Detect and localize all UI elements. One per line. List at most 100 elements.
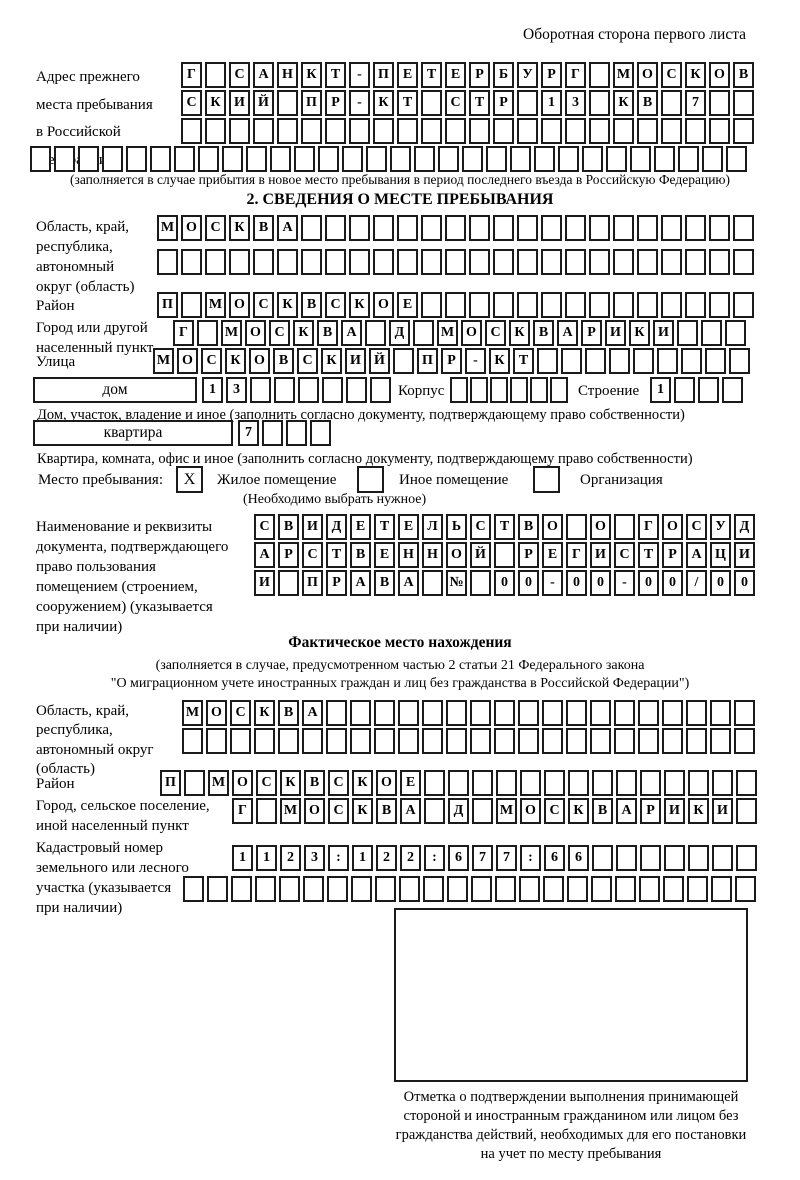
char-cell[interactable] bbox=[663, 876, 684, 902]
char-cell[interactable]: Е bbox=[397, 62, 418, 88]
char-cell[interactable] bbox=[630, 146, 651, 172]
char-cell[interactable] bbox=[301, 215, 322, 241]
char-cell[interactable] bbox=[520, 770, 541, 796]
char-cell[interactable]: И bbox=[712, 798, 733, 824]
char-cell[interactable] bbox=[726, 146, 747, 172]
char-cell[interactable]: 3 bbox=[226, 377, 247, 403]
char-cell[interactable]: : bbox=[520, 845, 541, 871]
char-cell[interactable]: 6 bbox=[448, 845, 469, 871]
char-cell[interactable] bbox=[638, 700, 659, 726]
char-cell[interactable] bbox=[246, 146, 267, 172]
char-cell[interactable] bbox=[256, 798, 277, 824]
char-cell[interactable] bbox=[565, 249, 586, 275]
char-cell[interactable] bbox=[229, 249, 250, 275]
char-cell[interactable] bbox=[398, 728, 419, 754]
char-cell[interactable] bbox=[254, 728, 275, 754]
char-cell[interactable]: Т bbox=[638, 542, 659, 568]
char-cell[interactable]: Г bbox=[565, 62, 586, 88]
char-cell[interactable] bbox=[445, 215, 466, 241]
char-cell[interactable] bbox=[397, 215, 418, 241]
char-cell[interactable]: У bbox=[517, 62, 538, 88]
char-cell[interactable] bbox=[374, 700, 395, 726]
char-cell[interactable] bbox=[421, 249, 442, 275]
char-cell[interactable]: О bbox=[177, 348, 198, 374]
char-cell[interactable]: У bbox=[710, 514, 731, 540]
char-cell[interactable] bbox=[413, 320, 434, 346]
char-cell[interactable]: 0 bbox=[638, 570, 659, 596]
char-cell[interactable] bbox=[472, 770, 493, 796]
checkbox-other-premises[interactable] bbox=[357, 466, 384, 493]
char-cell[interactable]: С bbox=[230, 700, 251, 726]
char-cell[interactable] bbox=[510, 377, 528, 403]
char-cell[interactable]: Р bbox=[469, 62, 490, 88]
char-cell[interactable] bbox=[422, 570, 443, 596]
char-cell[interactable]: В bbox=[637, 90, 658, 116]
char-cell[interactable] bbox=[517, 292, 538, 318]
char-cell[interactable]: 1 bbox=[541, 90, 562, 116]
char-cell[interactable] bbox=[662, 728, 683, 754]
char-cell[interactable]: - bbox=[465, 348, 486, 374]
char-cell[interactable] bbox=[544, 770, 565, 796]
char-cell[interactable] bbox=[543, 876, 564, 902]
char-cell[interactable]: С bbox=[328, 798, 349, 824]
char-cell[interactable] bbox=[702, 146, 723, 172]
char-cell[interactable]: О bbox=[520, 798, 541, 824]
char-cell[interactable]: 2 bbox=[376, 845, 397, 871]
char-cell[interactable]: К bbox=[277, 292, 298, 318]
char-cell[interactable] bbox=[294, 146, 315, 172]
char-cell[interactable] bbox=[351, 876, 372, 902]
char-cell[interactable] bbox=[126, 146, 147, 172]
char-cell[interactable]: 7 bbox=[685, 90, 706, 116]
char-cell[interactable] bbox=[469, 118, 490, 144]
char-cell[interactable] bbox=[686, 700, 707, 726]
char-cell[interactable] bbox=[664, 770, 685, 796]
char-cell[interactable]: О bbox=[229, 292, 250, 318]
char-cell[interactable]: Д bbox=[734, 514, 755, 540]
char-cell[interactable] bbox=[688, 770, 709, 796]
char-cell[interactable]: И bbox=[605, 320, 626, 346]
char-cell[interactable]: О bbox=[232, 770, 253, 796]
char-cell[interactable] bbox=[182, 728, 203, 754]
char-cell[interactable] bbox=[470, 570, 491, 596]
char-cell[interactable]: Т bbox=[326, 542, 347, 568]
char-cell[interactable]: 6 bbox=[568, 845, 589, 871]
char-cell[interactable] bbox=[205, 62, 226, 88]
char-cell[interactable]: Н bbox=[422, 542, 443, 568]
char-cell[interactable] bbox=[422, 700, 443, 726]
char-cell[interactable]: 0 bbox=[566, 570, 587, 596]
char-cell[interactable]: Т bbox=[513, 348, 534, 374]
char-cell[interactable] bbox=[494, 542, 515, 568]
char-cell[interactable] bbox=[517, 90, 538, 116]
char-cell[interactable]: С bbox=[325, 292, 346, 318]
char-cell[interactable]: О bbox=[542, 514, 563, 540]
char-cell[interactable]: Т bbox=[397, 90, 418, 116]
char-cell[interactable]: О bbox=[206, 700, 227, 726]
char-cell[interactable]: С bbox=[297, 348, 318, 374]
char-cell[interactable]: С bbox=[544, 798, 565, 824]
char-cell[interactable]: В bbox=[278, 700, 299, 726]
char-cell[interactable] bbox=[262, 420, 283, 446]
house-type-fieldbox[interactable]: дом bbox=[33, 377, 197, 403]
char-cell[interactable] bbox=[661, 292, 682, 318]
char-cell[interactable] bbox=[222, 146, 243, 172]
char-cell[interactable]: О bbox=[249, 348, 270, 374]
char-cell[interactable] bbox=[255, 876, 276, 902]
char-cell[interactable]: М bbox=[221, 320, 242, 346]
char-cell[interactable] bbox=[589, 62, 610, 88]
char-cell[interactable]: К bbox=[225, 348, 246, 374]
char-cell[interactable] bbox=[322, 377, 343, 403]
char-cell[interactable]: Д bbox=[326, 514, 347, 540]
char-cell[interactable] bbox=[711, 876, 732, 902]
char-cell[interactable] bbox=[471, 876, 492, 902]
char-cell[interactable]: С bbox=[256, 770, 277, 796]
char-cell[interactable] bbox=[733, 118, 754, 144]
char-cell[interactable]: Т bbox=[325, 62, 346, 88]
char-cell[interactable] bbox=[424, 770, 445, 796]
char-cell[interactable] bbox=[637, 118, 658, 144]
char-cell[interactable]: М bbox=[182, 700, 203, 726]
char-cell[interactable]: С bbox=[181, 90, 202, 116]
char-cell[interactable] bbox=[664, 845, 685, 871]
char-cell[interactable] bbox=[303, 876, 324, 902]
char-cell[interactable] bbox=[661, 249, 682, 275]
char-cell[interactable] bbox=[230, 728, 251, 754]
